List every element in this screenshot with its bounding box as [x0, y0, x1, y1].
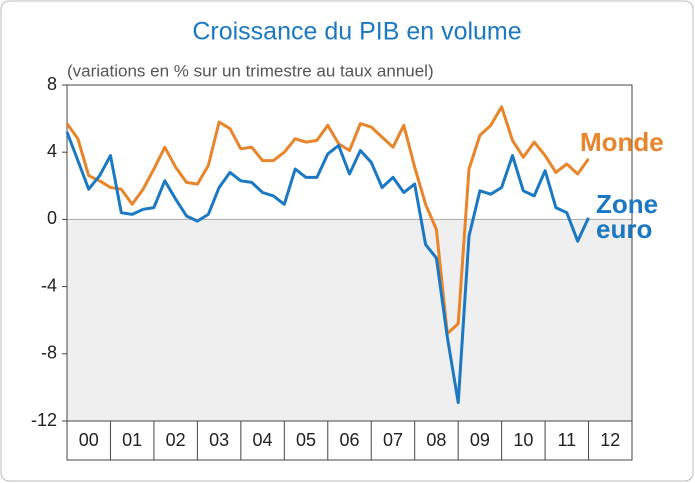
y-tick-label: -8: [41, 343, 57, 363]
plot-border: [66, 84, 633, 461]
series-label: Zone euro: [596, 189, 659, 244]
x-tick-label: 03: [209, 430, 229, 450]
x-tick-label: 02: [166, 430, 186, 450]
y-tick-label: 0: [47, 208, 57, 228]
series-line: [65, 131, 590, 404]
x-tick-label: 01: [122, 430, 142, 450]
chart-title: Croissance du PIB en volume: [192, 18, 521, 46]
chart-subtitle: (variations en % sur un trimestre au tau…: [67, 61, 434, 80]
x-tick-label: 05: [296, 430, 316, 450]
x-tick-label: 04: [253, 430, 273, 450]
x-tick-label: 11: [557, 430, 576, 450]
x-tick-label: 12: [600, 430, 620, 450]
negative-area: [67, 219, 632, 421]
x-tick-label: 08: [426, 430, 446, 450]
y-tick-label: 4: [47, 141, 57, 161]
x-tick-label: 07: [383, 430, 403, 450]
y-tick-label: -12: [31, 410, 57, 430]
y-tick-label: -4: [41, 275, 57, 295]
series-line: [65, 105, 590, 336]
x-tick-label: 06: [339, 430, 359, 450]
series-label: Monde: [580, 127, 664, 157]
y-tick-label: 8: [47, 74, 57, 94]
x-tick-label: 09: [470, 430, 490, 450]
x-tick-label: 10: [513, 430, 533, 450]
x-tick-label: 00: [79, 430, 99, 450]
